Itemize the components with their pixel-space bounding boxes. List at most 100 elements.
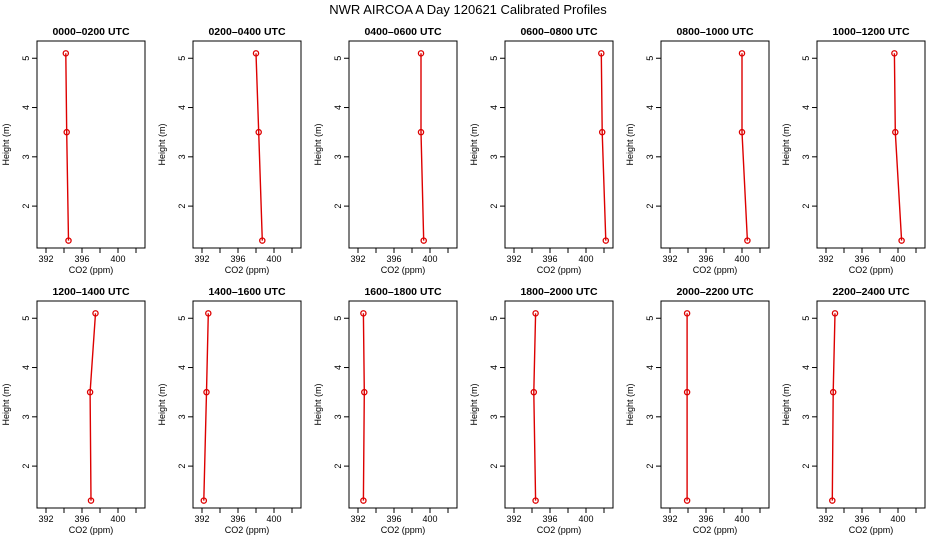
profile-point <box>598 128 606 136</box>
x-tick-label: 400 <box>266 254 281 264</box>
y-axis-label: Height (m) <box>469 383 479 425</box>
x-tick-label: 392 <box>38 514 53 524</box>
y-tick-label: 2 <box>801 204 811 209</box>
plot-frame <box>504 40 614 249</box>
profile-point <box>86 388 94 396</box>
panel-title: 1800–2000 UTC <box>520 286 597 298</box>
profile-point <box>831 310 839 317</box>
profile-point <box>87 497 95 504</box>
profile-line <box>741 53 749 241</box>
y-tick-label: 4 <box>333 365 343 370</box>
y-tick-label: 3 <box>21 414 31 419</box>
y-tick-label: 4 <box>21 105 31 110</box>
x-tick-label: 392 <box>662 514 677 524</box>
y-tick-label: 5 <box>21 316 31 321</box>
y-tick-label: 5 <box>801 56 811 61</box>
y-tick-label: 2 <box>801 464 811 469</box>
x-tick-label: 400 <box>578 514 593 524</box>
profile-point <box>360 310 367 317</box>
y-tick-label: 2 <box>177 464 187 469</box>
plot-frame <box>504 300 614 509</box>
profile-point <box>892 128 899 136</box>
profile-line <box>255 53 263 241</box>
plot-frame <box>192 40 302 249</box>
profile-point <box>602 237 610 244</box>
profile-panel: 0600–0800 UTC 392 396 400 2 3 4 5 CO2 (ppm) Heigh… <box>469 26 614 275</box>
profile-point <box>205 310 212 317</box>
profile-line <box>362 313 366 501</box>
y-axis-label: Height (m) <box>625 123 635 165</box>
x-tick-label: 396 <box>74 514 89 524</box>
profile-line <box>533 313 537 501</box>
x-axis-label: CO2 (ppm) <box>849 525 894 535</box>
profile-panel: 1400–1600 UTC 392 396 400 2 3 4 5 CO2 (ppm) Heigh… <box>157 286 302 535</box>
x-tick-label: 400 <box>734 514 749 524</box>
profile-point <box>200 497 208 504</box>
x-axis-label: CO2 (ppm) <box>537 265 582 275</box>
x-tick-label: 392 <box>818 514 833 524</box>
y-tick-label: 4 <box>489 105 499 110</box>
y-tick-label: 2 <box>177 204 187 209</box>
x-tick-label: 400 <box>578 254 593 264</box>
profile-point <box>744 237 751 244</box>
x-tick-label: 392 <box>506 514 521 524</box>
profile-panels: 0000–0200 UTC 392 396 400 2 3 4 5 CO2 (ppm) Heigh… <box>1 26 926 535</box>
x-tick-label: 396 <box>386 514 401 524</box>
x-tick-label: 392 <box>350 514 365 524</box>
panel-title: 0800–1000 UTC <box>676 26 753 38</box>
x-axis-label: CO2 (ppm) <box>69 525 114 535</box>
profile-line <box>420 53 425 241</box>
profile-point <box>683 388 691 396</box>
y-tick-label: 5 <box>645 316 655 321</box>
y-tick-label: 5 <box>801 316 811 321</box>
panel-title: 1600–1800 UTC <box>364 286 441 298</box>
x-tick-label: 396 <box>854 254 869 264</box>
panel-title: 0600–0800 UTC <box>520 26 597 38</box>
x-axis-label: CO2 (ppm) <box>225 525 270 535</box>
y-tick-label: 2 <box>333 204 343 209</box>
y-tick-label: 2 <box>489 204 499 209</box>
plot-frame <box>660 300 770 509</box>
y-tick-label: 2 <box>21 204 31 209</box>
x-tick-label: 392 <box>818 254 833 264</box>
profile-panel: 2000–2200 UTC 392 396 400 2 3 4 5 CO2 (ppm) Heigh… <box>625 286 770 535</box>
x-axis-label: CO2 (ppm) <box>225 265 270 275</box>
profile-point <box>532 497 539 504</box>
y-tick-label: 5 <box>177 56 187 61</box>
profile-point <box>62 50 70 57</box>
y-tick-label: 4 <box>333 105 343 110</box>
profile-line <box>600 53 607 241</box>
y-axis-label: Height (m) <box>469 123 479 165</box>
x-tick-label: 400 <box>422 514 437 524</box>
x-tick-label: 396 <box>230 514 245 524</box>
profile-point <box>417 50 425 57</box>
y-axis-label: Height (m) <box>313 383 323 425</box>
profile-point <box>63 128 70 136</box>
y-tick-label: 2 <box>489 464 499 469</box>
plot-frame <box>816 40 926 249</box>
profile-panel: 1000–1200 UTC 392 396 400 2 3 4 5 CO2 (ppm) Heigh… <box>781 26 926 275</box>
profile-line <box>203 313 209 501</box>
profile-panel: 2200–2400 UTC 392 396 400 2 3 4 5 CO2 (ppm) Heigh… <box>781 286 926 535</box>
y-tick-label: 5 <box>333 316 343 321</box>
figure-title: NWR AIRCOA A Day 120621 Calibrated Profi… <box>329 2 607 17</box>
profile-point <box>259 237 266 244</box>
y-axis-label: Height (m) <box>1 383 11 425</box>
y-tick-label: 3 <box>489 154 499 159</box>
y-tick-label: 4 <box>177 105 187 110</box>
x-tick-label: 396 <box>230 254 245 264</box>
y-tick-label: 4 <box>21 365 31 370</box>
profile-point <box>891 50 898 57</box>
y-axis-label: Height (m) <box>781 123 791 165</box>
profile-panel: 0200–0400 UTC 392 396 400 2 3 4 5 CO2 (ppm) Heigh… <box>157 26 302 275</box>
panel-title: 0400–0600 UTC <box>364 26 441 38</box>
x-tick-label: 396 <box>698 514 713 524</box>
y-tick-label: 2 <box>645 464 655 469</box>
x-tick-label: 396 <box>698 254 713 264</box>
x-tick-label: 396 <box>74 254 89 264</box>
profile-point <box>829 388 837 396</box>
y-tick-label: 3 <box>801 154 811 159</box>
y-tick-label: 3 <box>333 154 343 159</box>
profile-point <box>532 310 539 317</box>
